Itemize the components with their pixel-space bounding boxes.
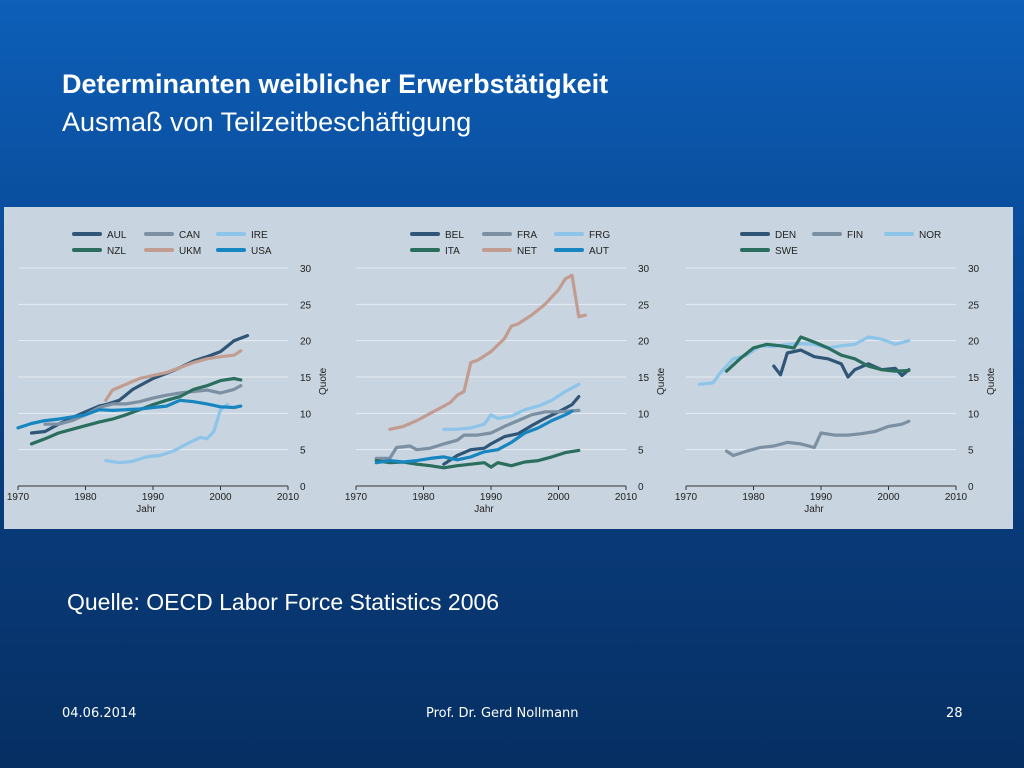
legend-label: FIN (847, 230, 863, 241)
series-line-frg (442, 382, 581, 431)
series-line-net (388, 273, 588, 431)
source-note: Quelle: OECD Labor Force Statistics 2006 (67, 589, 500, 615)
legend-label: IRE (251, 230, 268, 241)
chart-panel: 0 5 10 15 20 25 30 Quote 1970 1980 1990 2000 2010 Jah… (4, 207, 1013, 529)
series-line-usa (16, 398, 243, 430)
x-tick-label: 1970 (675, 492, 698, 503)
series-line-ire (104, 403, 229, 465)
x-tick-label: 2010 (945, 492, 968, 503)
legend-label: FRG (589, 230, 610, 241)
y-tick-label: 20 (300, 337, 312, 348)
y-tick-label: 30 (968, 264, 980, 275)
x-axis-label: Jahr (136, 504, 156, 515)
x-tick-label: 2000 (877, 492, 900, 503)
x-tick-label: 2000 (209, 492, 232, 503)
y-tick-label: 10 (968, 409, 980, 420)
legend-label: UKM (179, 246, 201, 257)
chart-2: 0 5 10 15 20 25 30 Quote 1970 1980 1990 2000 2010 Jah… (345, 230, 667, 515)
series-line-nor (697, 335, 911, 386)
legend-label: NET (517, 246, 537, 257)
chart-1: 0 5 10 15 20 25 30 Quote 1970 1980 1990 2000 2010 Jah… (7, 230, 329, 515)
legend-label: DEN (775, 230, 796, 241)
x-tick-label: 1970 (345, 492, 368, 503)
series-line-fra (374, 408, 581, 460)
legend-label: ITA (445, 246, 460, 257)
y-tick-label: 5 (968, 446, 974, 457)
y-tick-label: 20 (638, 337, 650, 348)
series-line-aul (29, 334, 250, 435)
y-tick-label: 10 (638, 409, 650, 420)
chart-3: 0 5 10 15 20 25 30 Quote 1970 1980 1990 2000 2010 Jah… (675, 230, 997, 515)
series-line-can (43, 384, 243, 426)
y-tick-label: 0 (968, 482, 974, 493)
x-tick-label: 2010 (277, 492, 300, 503)
y-tick-label: 25 (300, 300, 312, 311)
y-tick-label: 0 (638, 482, 644, 493)
x-tick-label: 1990 (480, 492, 503, 503)
y-tick-label: 30 (638, 264, 650, 275)
y-tick-label: 0 (300, 482, 306, 493)
legend-label: AUT (589, 246, 609, 257)
legend-label: USA (251, 246, 272, 257)
x-tick-label: 1980 (742, 492, 765, 503)
legend-label: NOR (919, 230, 941, 241)
x-axis-label: Jahr (474, 504, 494, 515)
series-line-aut (374, 409, 574, 465)
slide-subtitle: Ausmaß von Teilzeitbeschäftigung (62, 107, 472, 137)
y-tick-label: 5 (638, 446, 644, 457)
legend-label: AUL (107, 230, 127, 241)
footer-date: 04.06.2014 (62, 706, 137, 721)
y-tick-label: 15 (968, 373, 980, 384)
y-axis-label: Quote (986, 367, 997, 395)
y-tick-label: 30 (300, 264, 312, 275)
x-tick-label: 1980 (412, 492, 435, 503)
y-tick-label: 10 (300, 409, 312, 420)
x-tick-label: 1990 (142, 492, 165, 503)
series-line-ita (374, 448, 581, 470)
footer-page-number: 28 (946, 706, 963, 721)
legend-label: FRA (517, 230, 537, 241)
slide-title: Determinanten weiblicher Erwerbstätigkei… (62, 69, 609, 99)
y-tick-label: 20 (968, 337, 980, 348)
series-line-swe (724, 335, 911, 373)
legend-label: SWE (775, 246, 798, 257)
x-tick-label: 2010 (615, 492, 638, 503)
legend-label: BEL (445, 230, 464, 241)
x-tick-label: 1980 (74, 492, 97, 503)
series-line-den (772, 348, 911, 379)
series-line-fin (724, 419, 911, 458)
y-tick-label: 15 (300, 373, 312, 384)
x-tick-label: 1990 (810, 492, 833, 503)
y-axis-label: Quote (656, 367, 667, 395)
legend-label: NZL (107, 246, 126, 257)
x-tick-label: 2000 (547, 492, 570, 503)
y-tick-label: 5 (300, 446, 306, 457)
y-tick-label: 25 (638, 300, 650, 311)
series-line-ukm (104, 349, 243, 402)
y-axis-label: Quote (318, 367, 329, 395)
y-tick-label: 25 (968, 300, 980, 311)
y-tick-label: 15 (638, 373, 650, 384)
legend-label: CAN (179, 230, 200, 241)
x-tick-label: 1970 (7, 492, 30, 503)
footer-author: Prof. Dr. Gerd Nollmann (426, 706, 579, 721)
x-axis-label: Jahr (804, 504, 824, 515)
